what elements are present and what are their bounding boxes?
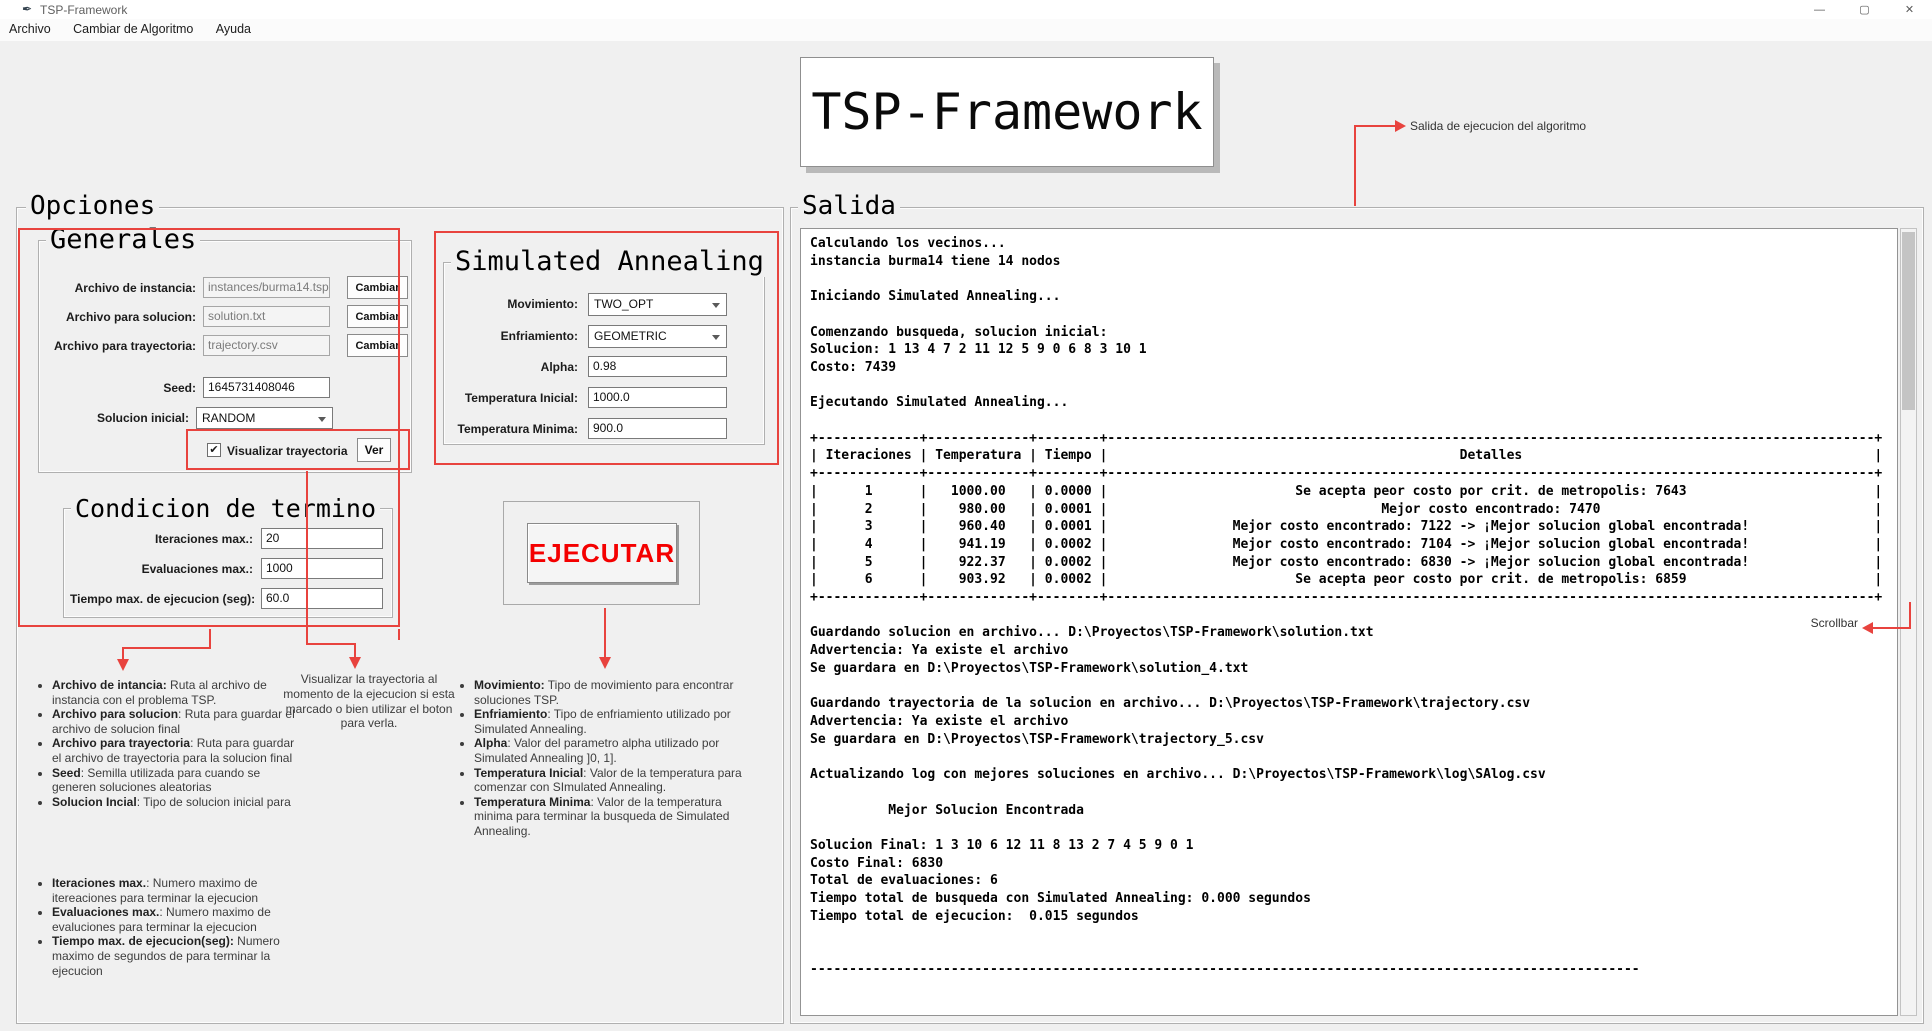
note-item: Solucion Incial: Tipo de solucion inicia… (52, 795, 304, 810)
menu-ayuda[interactable]: Ayuda (215, 22, 252, 36)
close-button[interactable]: ✕ (1904, 4, 1915, 16)
feather-app-icon: ✒ (22, 2, 33, 16)
note-item: Seed: Semilla utilizada para cuando se g… (52, 766, 304, 795)
note-item: Enfriamiento: Tipo de enfriamiento utili… (474, 707, 746, 736)
alpha-label: Alpha: (540, 360, 578, 374)
archivo-trayectoria-label: Archivo para trayectoria: (53, 339, 196, 353)
cambiar-solucion-button[interactable]: Cambiar (347, 305, 408, 328)
cambiar-trayectoria-button[interactable]: Cambiar (347, 334, 408, 357)
note-item: Movimiento: Tipo de movimiento para enco… (474, 678, 746, 707)
solucion-inicial-select[interactable]: RANDOM (196, 407, 333, 429)
archivo-trayectoria-field[interactable]: trajectory.csv (203, 335, 330, 356)
condicion-notes: Iteraciones max.: Numero maximo de itere… (30, 876, 304, 978)
visualizar-note-text: Visualizar la trayectoria al momento de … (283, 672, 455, 731)
archivo-solucion-label: Archivo para solucion: (65, 310, 196, 324)
seed-field[interactable]: 1645731408046 (203, 377, 330, 398)
simulated-annealing-notes: Movimiento: Tipo de movimiento para enco… (452, 678, 746, 839)
archivo-solucion-field[interactable]: solution.txt (203, 306, 330, 327)
menu-archivo[interactable]: Archivo (9, 22, 51, 36)
opciones-panel (16, 207, 784, 1024)
generales-notes: Archivo de intancia: Ruta al archivo de … (30, 678, 304, 809)
movimiento-label: Movimiento: (507, 297, 578, 311)
hero-title: TSP-Framework (800, 57, 1214, 167)
annotation-rect-generales (18, 228, 400, 627)
note-item: Iteraciones max.: Numero maximo de itere… (52, 876, 304, 905)
salida-annotation-text: Salida de ejecucion del algoritmo (1410, 119, 1587, 133)
ejecutar-button[interactable]: EJECUTAR (527, 523, 677, 583)
note-item: Archivo para solucion: Ruta para guardar… (52, 707, 304, 736)
iteraciones-max-label: Iteraciones max.: (154, 532, 253, 546)
solucion-inicial-label: Solucion inicial: (96, 411, 189, 425)
seed-label: Seed: (163, 381, 196, 395)
annotation-rect-simulated-annealing (434, 231, 779, 465)
maximize-button[interactable]: ▢ (1859, 4, 1870, 16)
note-item: Temperatura Minima: Valor de la temperat… (474, 795, 746, 839)
temperatura-inicial-field[interactable]: 1000.0 (588, 387, 727, 408)
archivo-instancia-field[interactable]: instances/burma14.tsp (203, 277, 330, 298)
menu-cambiar-algoritmo[interactable]: Cambiar de Algoritmo (73, 22, 194, 36)
temperatura-inicial-label: Temperatura Inicial: (464, 391, 578, 405)
tiempo-max-label: Tiempo max. de ejecucion (seg): (70, 592, 256, 606)
note-item: Evaluaciones max.: Numero maximo de eval… (52, 905, 304, 934)
ver-button[interactable]: Ver (357, 438, 391, 462)
note-item: Archivo de intancia: Ruta al archivo de … (52, 678, 304, 707)
evaluaciones-max-label: Evaluaciones max.: (141, 562, 253, 576)
arrowhead-salida-note (1395, 120, 1406, 132)
simulated-annealing-title: Simulated Annealing (451, 246, 768, 277)
enfriamiento-label: Enfriamiento: (500, 329, 578, 343)
archivo-instancia-label: Archivo de instancia: (74, 281, 196, 295)
visualizar-trayectoria-checkbox[interactable]: ✔ (207, 443, 221, 457)
annotation-rect-visualizar (186, 429, 410, 470)
cambiar-instancia-button[interactable]: Cambiar (347, 276, 408, 299)
console-text: Calculando los vecinos... instancia burm… (810, 236, 1883, 977)
enfriamiento-select[interactable]: GEOMETRIC (588, 325, 727, 348)
salida-title: Salida (798, 191, 900, 221)
console-scrollbar-thumb[interactable] (1902, 232, 1915, 410)
title-bar: ✒ TSP-Framework — ▢ ✕ (0, 0, 1932, 19)
arrow-salida-note (1354, 125, 1395, 206)
note-item: Tiempo max. de ejecucion(seg): Numero ma… (52, 934, 304, 978)
window-controls: — ▢ ✕ (1797, 0, 1932, 19)
scrollbar-annotation-text: Scrollbar (1810, 616, 1858, 630)
temperatura-minima-label: Temperatura Minima: (457, 422, 578, 436)
salida-panel (790, 207, 1924, 1024)
generales-panel (38, 240, 412, 473)
ejecutar-container (503, 501, 700, 605)
menu-bar: Archivo Cambiar de Algoritmo Ayuda (0, 19, 1932, 41)
note-item: Archivo para trayectoria: Ruta para guar… (52, 736, 304, 765)
visualizar-trayectoria-label: Visualizar trayectoria (227, 444, 348, 458)
alpha-field[interactable]: 0.98 (588, 356, 727, 377)
note-item: Alpha: Valor del parametro alpha utiliza… (474, 736, 746, 765)
window-title: TSP-Framework (40, 3, 128, 17)
minimize-button[interactable]: — (1814, 3, 1825, 16)
salida-console[interactable]: Calculando los vecinos... instancia burm… (800, 228, 1898, 1016)
opciones-title: Opciones (26, 191, 160, 221)
note-item: Temperatura Inicial: Valor de la tempera… (474, 766, 746, 795)
temperatura-minima-field[interactable]: 900.0 (588, 418, 727, 439)
movimiento-select[interactable]: TWO_OPT (588, 293, 727, 316)
